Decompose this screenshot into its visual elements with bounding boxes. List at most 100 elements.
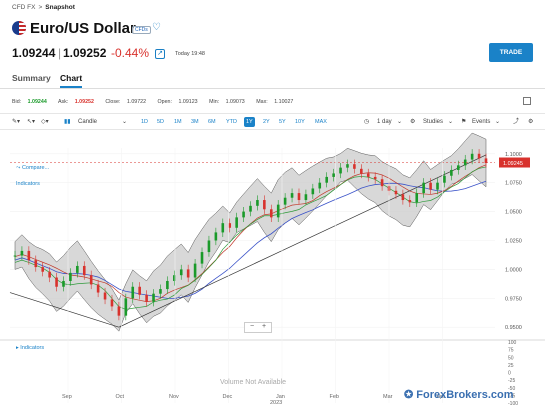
stat-min: Min: 1.09073 — [209, 99, 245, 105]
range-1m[interactable]: 1M — [174, 119, 182, 125]
candle — [263, 200, 266, 210]
chevron-down-icon[interactable]: ⌄ — [448, 119, 454, 125]
events-icon: ⚑ — [461, 119, 467, 125]
candle — [366, 173, 370, 177]
popout-icon[interactable]: ↗ — [155, 49, 165, 59]
breadcrumb-current: Snapshot — [45, 4, 75, 11]
favorite-heart-icon[interactable]: ♡ — [152, 22, 161, 33]
candle — [221, 223, 225, 233]
chart-toolbar: ✎▾ ↖▾ ◇▾ ▮▮ Candle ⌄ 1D 5D 1M 3M 6M YTD … — [0, 113, 545, 130]
range-6m[interactable]: 6M — [208, 119, 216, 125]
candle — [186, 269, 190, 278]
x-tick-label: Dec — [223, 394, 233, 400]
trade-button[interactable]: TRADE — [489, 43, 533, 62]
studies-select[interactable]: Studies — [423, 119, 444, 125]
tab-chart[interactable]: Chart — [60, 73, 83, 83]
candle — [477, 153, 481, 159]
price-separator: | — [58, 46, 62, 60]
chart-svg[interactable]: 1.1000 1.0750 1.0500 1.0250 1.0000 0.9750 0.95… — [0, 131, 545, 409]
chart-type-select[interactable]: Candle — [78, 119, 98, 125]
x-tick-label: Oct — [116, 394, 125, 400]
stat-ask: Ask: 1.09252 — [57, 99, 94, 105]
candle — [62, 280, 65, 287]
candle — [96, 284, 100, 293]
compare-link[interactable]: ⤳ Compare... — [16, 165, 50, 171]
indicators-lower-link[interactable]: ▸ Indicators — [16, 345, 45, 351]
candle — [422, 182, 425, 194]
events-select[interactable]: Events — [472, 119, 491, 125]
candle — [463, 159, 467, 166]
candle — [249, 205, 252, 212]
chevron-down-icon[interactable]: ⌄ — [397, 119, 403, 125]
range-10y[interactable]: 10Y — [295, 119, 305, 125]
last-price-label-bg — [499, 157, 530, 168]
indicators-link[interactable]: Indicators — [16, 181, 40, 187]
share-icon[interactable]: ⤴ — [513, 119, 520, 125]
candle — [484, 158, 488, 164]
x-tick-label: Apr — [437, 394, 446, 400]
bid-price: 1.09244 — [12, 46, 56, 60]
range-5d[interactable]: 5D — [157, 119, 165, 125]
crosshair-icon[interactable]: ↖▾ — [27, 119, 36, 125]
candle — [131, 286, 135, 299]
candle — [55, 277, 58, 287]
range-ytd[interactable]: YTD — [226, 119, 237, 125]
x-tick-label: Nov — [169, 394, 179, 400]
zoom-control: − + — [244, 322, 272, 333]
ask-price: 1.09252 — [63, 46, 107, 60]
x-tick-label: Mar — [383, 394, 393, 400]
candle — [117, 306, 121, 316]
breadcrumb: CFD FX > Snapshot — [12, 4, 75, 11]
candle — [110, 299, 114, 307]
tab-summary[interactable]: Summary — [12, 73, 51, 83]
candle — [429, 182, 432, 190]
zoom-out-button[interactable]: − — [250, 323, 255, 330]
settings-gear-icon[interactable]: ⚙ — [528, 119, 534, 125]
candle — [353, 164, 356, 169]
candle — [69, 272, 72, 281]
eu-us-flag-icon — [12, 21, 26, 35]
candle — [82, 265, 86, 276]
zoom-in-button[interactable]: + — [262, 323, 267, 330]
candle — [380, 179, 384, 187]
range-1d[interactable]: 1D — [141, 119, 149, 125]
candle — [456, 165, 460, 170]
candle — [256, 200, 259, 206]
candle — [360, 168, 363, 174]
stat-open: Open: 1.09123 — [157, 99, 198, 105]
y-tick-label: 1.0000 — [505, 267, 522, 273]
range-2y[interactable]: 2Y — [263, 119, 270, 125]
volume-tick-label: -25 — [508, 378, 515, 384]
range-max[interactable]: MAX — [315, 119, 327, 125]
range-1y[interactable]: 1Y — [244, 117, 255, 127]
chevron-down-icon[interactable]: ⌄ — [122, 119, 128, 125]
price-chart[interactable]: 1.1000 1.0750 1.0500 1.0250 1.0000 0.9750 0.95… — [0, 131, 545, 409]
chevron-down-icon[interactable]: ⌄ — [495, 119, 501, 125]
breadcrumb-root[interactable]: CFD FX — [12, 4, 36, 11]
candle — [283, 197, 287, 205]
range-5y[interactable]: 5Y — [279, 119, 286, 125]
cfd-badge: CFDs — [132, 26, 151, 34]
volume-tick-label: 100 — [508, 340, 517, 346]
candle — [214, 232, 218, 241]
candle — [339, 167, 342, 174]
studies-icon: ⚙ — [410, 119, 416, 125]
candle — [145, 294, 148, 302]
bollinger-band — [14, 132, 487, 332]
candle — [34, 260, 38, 268]
fullscreen-icon[interactable] — [523, 97, 531, 105]
candle — [436, 182, 439, 190]
candle — [332, 173, 335, 177]
candle-icon: ▮▮ — [64, 119, 71, 125]
interval-select[interactable]: 1 day — [377, 119, 392, 125]
candle — [346, 164, 349, 168]
breadcrumb-separator: > — [38, 4, 43, 11]
draw-pencil-icon[interactable]: ✎▾ — [12, 119, 21, 125]
range-3m[interactable]: 3M — [191, 119, 199, 125]
candle — [48, 271, 51, 278]
page-title: Euro/US Dollar — [30, 20, 136, 37]
x-tick-label: Jan — [276, 394, 285, 400]
shape-icon[interactable]: ◇▾ — [41, 119, 49, 125]
candle — [27, 250, 31, 261]
volume-tick-label: -75 — [508, 393, 515, 399]
